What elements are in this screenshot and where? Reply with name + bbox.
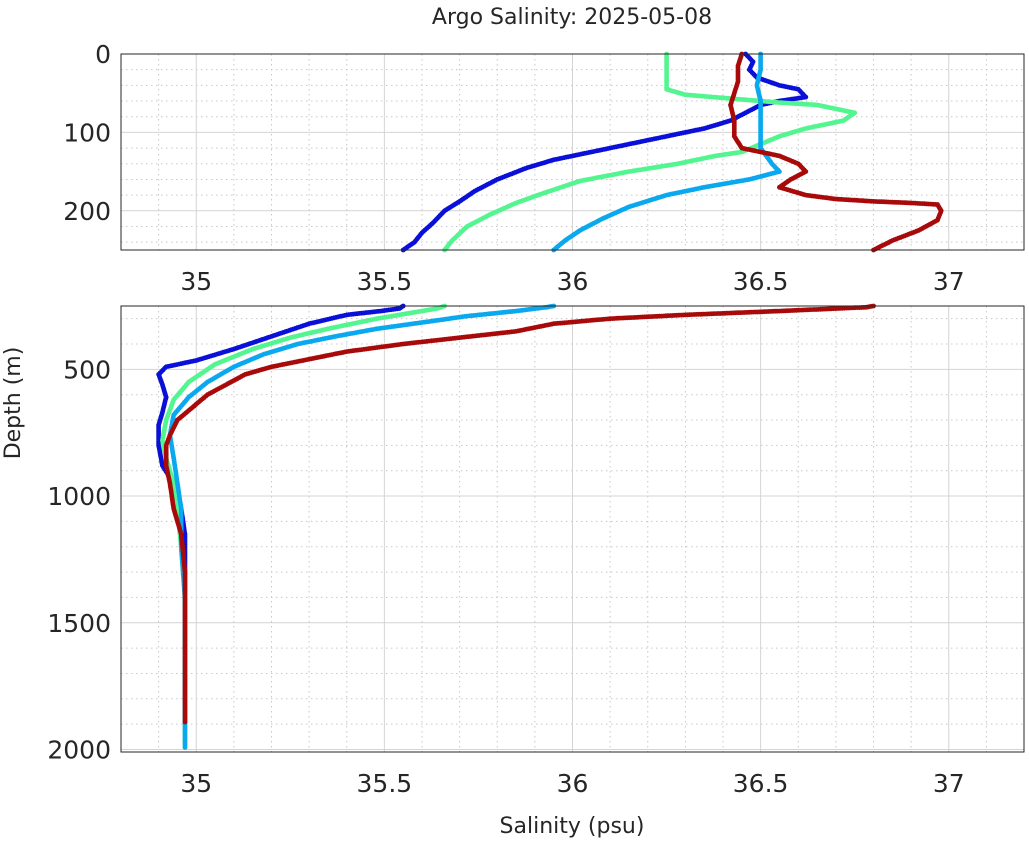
profile-point [182, 719, 188, 725]
upper-y-tick-labels: 0 100 200 [63, 40, 111, 226]
x-tick-label: 36.5 [733, 769, 789, 798]
upper-panel: 35 35.5 36 36.5 37 0 100 200 [63, 40, 1025, 296]
y-tick-label: 500 [63, 355, 111, 384]
x-axis-label: Salinity (psu) [500, 814, 645, 839]
y-tick-label: 1000 [47, 482, 111, 511]
x-tick-label: 37 [933, 769, 965, 798]
profile-series [400, 51, 809, 253]
upper-grid [120, 53, 1025, 250]
x-tick-label: 36 [557, 769, 589, 798]
y-tick-label: 2000 [47, 735, 111, 764]
y-tick-label: 100 [63, 118, 111, 147]
profile-series [551, 51, 782, 253]
x-tick-label: 36 [557, 267, 589, 296]
y-tick-label: 1500 [47, 609, 111, 638]
x-tick-label: 35.5 [357, 769, 413, 798]
x-tick-label: 35.5 [357, 267, 413, 296]
upper-frame [120, 53, 1025, 251]
lower-x-tick-labels: 35 35.5 36 36.5 37 [180, 769, 964, 798]
x-tick-label: 35 [180, 769, 212, 798]
lower-frame [120, 305, 1025, 753]
lower-data-points [156, 303, 876, 750]
x-tick-label: 35 [180, 267, 212, 296]
x-tick-label: 36.5 [733, 267, 789, 296]
upper-x-tick-labels: 35 35.5 36 36.5 37 [180, 267, 964, 296]
y-tick-label: 0 [95, 40, 111, 69]
x-tick-label: 37 [933, 267, 965, 296]
profile-series [163, 303, 876, 725]
lower-y-tick-labels: 500 1000 1500 2000 [47, 355, 111, 764]
y-tick-label: 200 [63, 197, 111, 226]
y-axis-label: Depth (m) [1, 347, 26, 460]
lower-panel: 35 35.5 36 36.5 37 500 1000 1500 2000 [47, 303, 1025, 798]
profile-series [728, 51, 944, 253]
chart-title: Argo Salinity: 2025-05-08 [432, 5, 712, 30]
lower-grid [120, 306, 1025, 752]
profile-point [182, 745, 188, 750]
upper-data-points [400, 51, 944, 253]
